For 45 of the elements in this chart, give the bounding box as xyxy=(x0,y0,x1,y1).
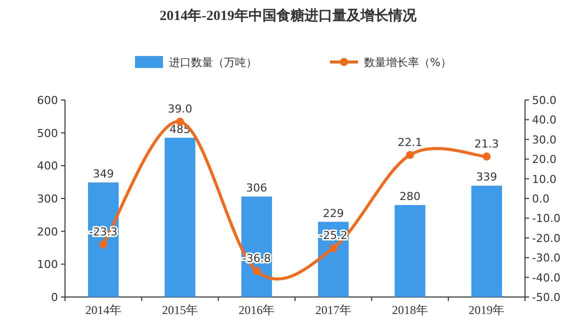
y-tick-label: 0 xyxy=(51,291,58,304)
y2-tick-label: 10.0 xyxy=(532,172,556,186)
point xyxy=(99,240,108,248)
y-tick-label: 200 xyxy=(37,225,58,238)
y2-tick-label: -40.0 xyxy=(532,271,560,284)
y2-tick-label: 20.0 xyxy=(532,153,556,166)
y-tick-label: 600 xyxy=(37,94,58,107)
y2-tick-label: 0.0 xyxy=(532,192,550,206)
data-label: 349 xyxy=(92,167,114,180)
chart-title: 2014年-2019年中国食糖进口量及增长情况 xyxy=(160,7,418,24)
bar xyxy=(241,196,272,297)
data-label: 280 xyxy=(400,190,420,204)
bar xyxy=(394,205,426,297)
y2-tick-label: -50.0 xyxy=(532,291,560,304)
data-label: 21.3 xyxy=(474,138,499,151)
bar xyxy=(164,138,196,297)
y-tick-label: 100 xyxy=(37,258,58,272)
y2-tick-label: 50.0 xyxy=(532,94,556,107)
legend-label: 进口数量（万吨） xyxy=(169,56,257,69)
point xyxy=(406,150,414,159)
data-label: 229 xyxy=(322,206,344,220)
y2-tick-label: 40.0 xyxy=(532,114,556,127)
legend-label: 数量增长率（%） xyxy=(364,56,452,69)
data-label: 339 xyxy=(476,170,498,184)
point xyxy=(329,244,338,252)
x-tick-label: 2015年 xyxy=(162,303,198,317)
y2-tick-label: -20.0 xyxy=(532,232,560,245)
bar xyxy=(471,186,502,297)
y2-tick-label: -30.0 xyxy=(532,252,560,265)
point xyxy=(482,152,491,161)
x-tick-label: 2017年 xyxy=(315,303,352,317)
y2-tick-label: -10.0 xyxy=(532,212,560,226)
bar xyxy=(88,182,119,297)
y-tick-label: 500 xyxy=(37,126,58,140)
y2-tick-label: 30.0 xyxy=(532,133,556,146)
x-tick-label: 2018年 xyxy=(392,303,428,317)
data-label: 39.0 xyxy=(168,102,192,116)
y-tick-label: 300 xyxy=(37,192,58,206)
x-tick-label: 2016年 xyxy=(238,303,275,317)
data-label: 306 xyxy=(246,182,268,195)
x-tick-label: 2019年 xyxy=(468,303,505,317)
point xyxy=(252,266,261,275)
y-tick-label: 400 xyxy=(37,160,58,173)
x-tick-label: 2014年 xyxy=(85,303,122,317)
data-label: 22.1 xyxy=(398,136,422,149)
